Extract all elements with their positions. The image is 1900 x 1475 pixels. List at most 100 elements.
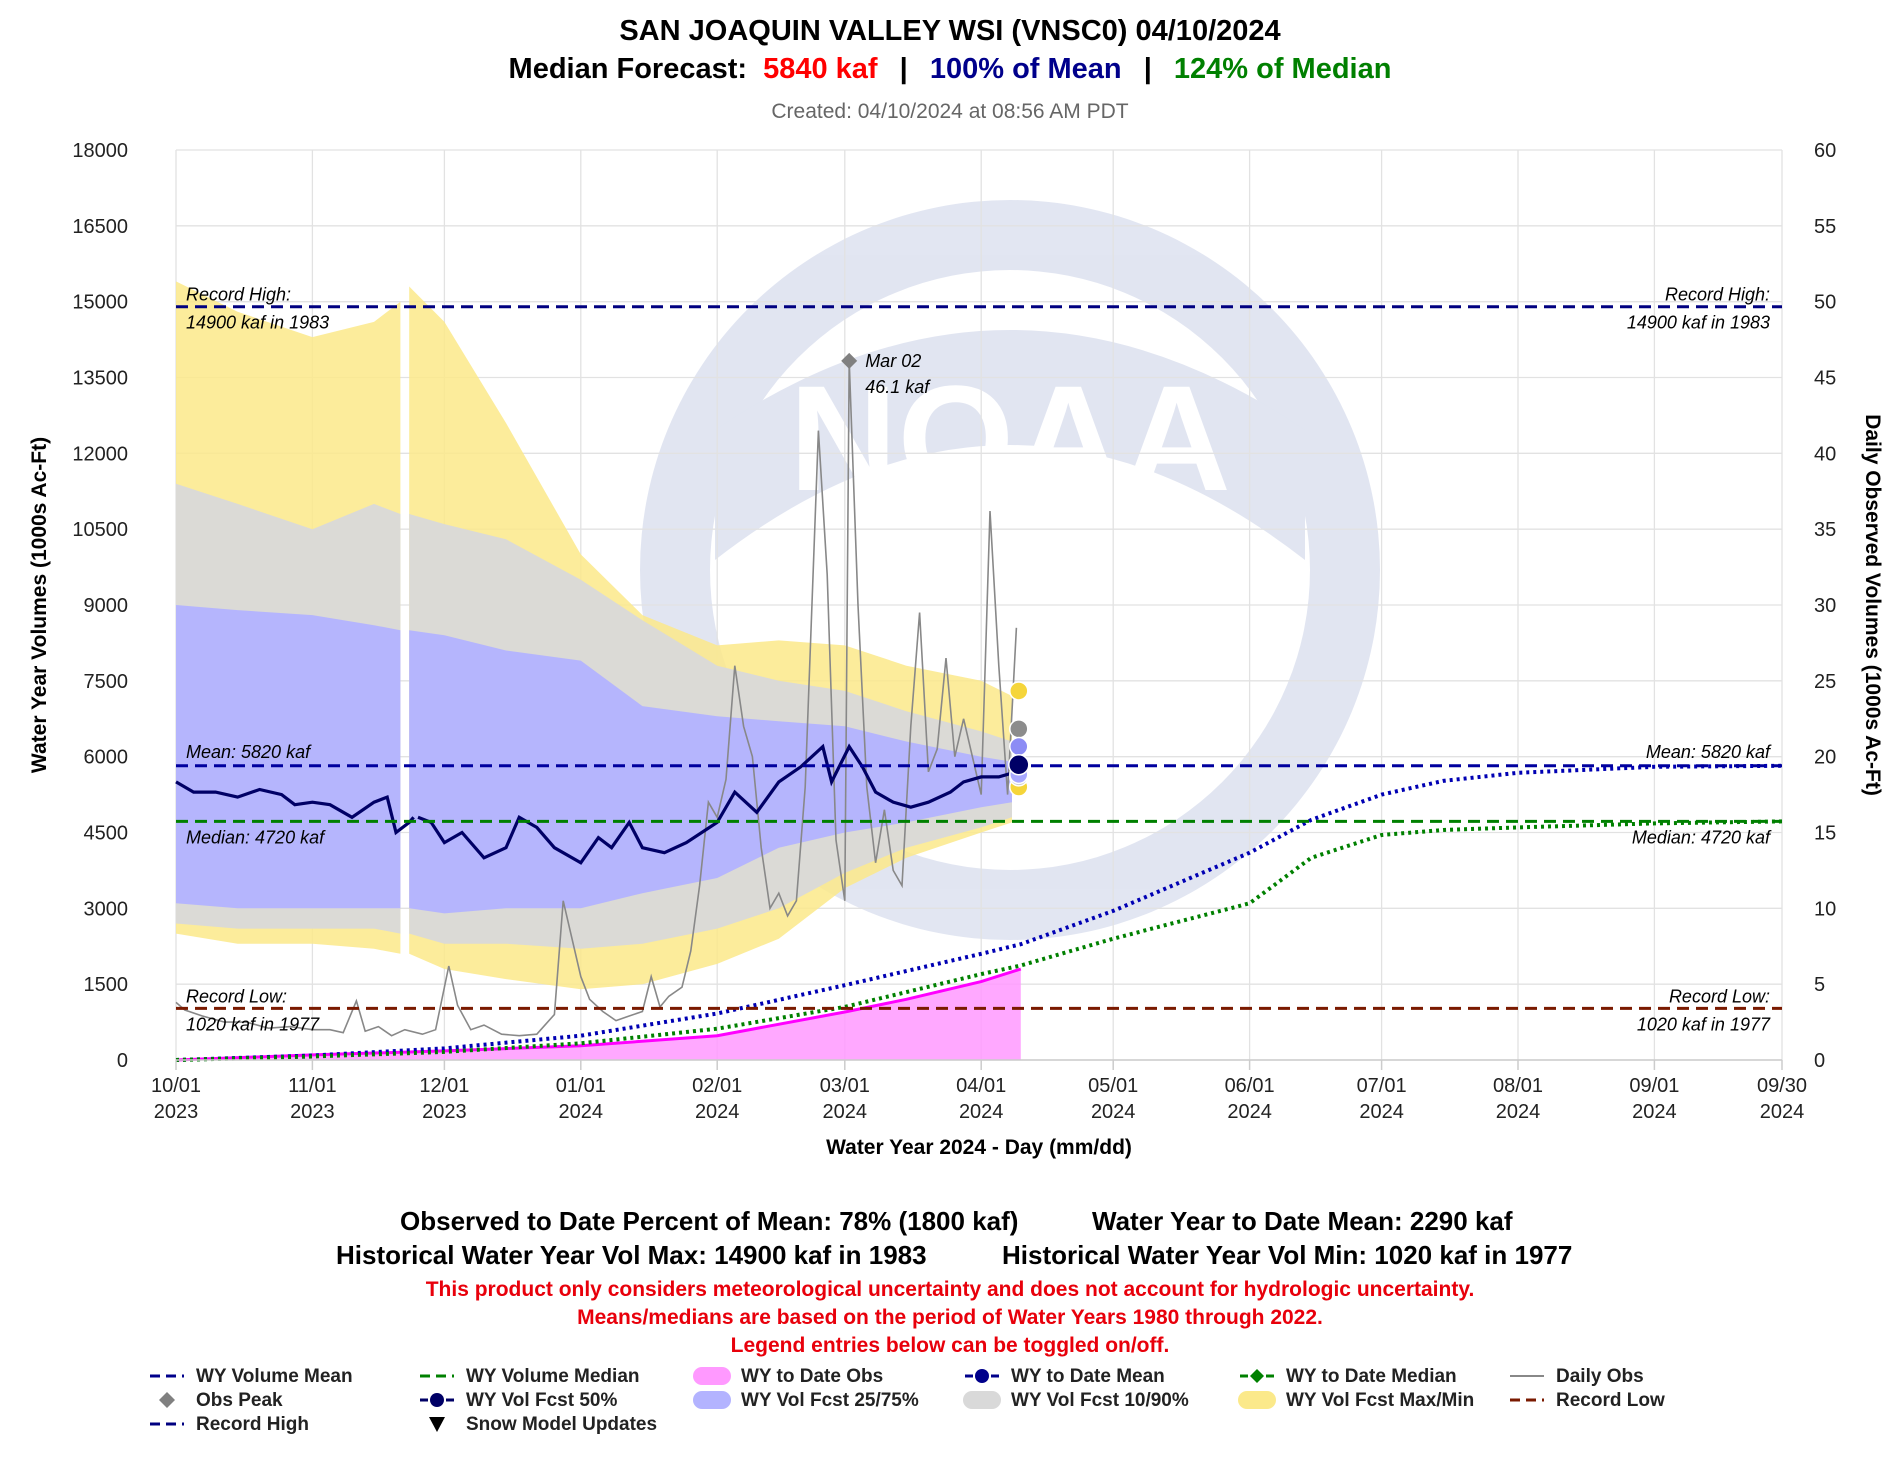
x-tick-year-label: 2023: [154, 1101, 199, 1123]
x-tick-year-label: 2024: [1496, 1101, 1541, 1123]
x-tick-label: 06/01: [1225, 1075, 1275, 1097]
y-tick-label: 6000: [84, 747, 129, 769]
note-uncertainty: This product only considers meteorologic…: [426, 1278, 1475, 1301]
forecast-marker-max: [1009, 681, 1029, 701]
x-tick-label: 09/30: [1757, 1075, 1807, 1097]
legend-symbol-dot: [975, 1369, 989, 1383]
note-period: Means/medians are based on the period of…: [577, 1306, 1323, 1329]
plot-area: [175, 149, 1783, 1062]
legend-item-record-high[interactable]: Record High: [150, 1414, 309, 1435]
y-tick-label: 3000: [84, 898, 129, 920]
label-record-low: Record Low:: [186, 986, 287, 1006]
band-25-75: [409, 630, 1012, 914]
y2-tick-label: 35: [1814, 519, 1836, 541]
x-tick-label: 01/01: [556, 1075, 606, 1097]
legend-label: WY Vol Fcst 10/90%: [1011, 1390, 1189, 1411]
x-tick-label: 03/01: [820, 1075, 870, 1097]
legend-label: WY to Date Mean: [1011, 1366, 1165, 1387]
y-tick-label: 13500: [72, 368, 128, 390]
subtitle-sep-2: |: [1144, 53, 1152, 85]
legend-symbol-diamond: [1250, 1369, 1264, 1383]
x-axis-title: Water Year 2024 - Day (mm/dd): [826, 1136, 1132, 1159]
line-wy-to-date-mean: [175, 763, 1783, 1062]
label-mean-right: Mean: 5820 kaf: [1646, 742, 1772, 762]
legend-item-record-low[interactable]: Record Low: [1510, 1390, 1665, 1411]
y-tick-label: 7500: [84, 671, 129, 693]
x-tick-label: 05/01: [1088, 1075, 1138, 1097]
y2-axis-title: Daily Observed Volumes (1000s Ac-Ft): [1861, 414, 1884, 796]
y2-tick-label: 60: [1814, 140, 1836, 162]
legend-item-wy-vol-fcst-max-min[interactable]: WY Vol Fcst Max/Min: [1238, 1390, 1474, 1411]
line-wy-vol-fcst-50: [417, 743, 1017, 865]
area-wy-to-date-obs: [176, 969, 1021, 1060]
legend-label: Snow Model Updates: [466, 1414, 657, 1435]
y-tick-label: 12000: [72, 443, 128, 465]
label-record-low-detail: 1020 kaf in 1977: [186, 1014, 320, 1034]
label-record-low-right: Record Low:: [1669, 986, 1770, 1006]
label-median-right: Median: 4720 kaf: [1632, 827, 1772, 847]
legend-symbol-swatch: [963, 1391, 1001, 1409]
chart-subtitle: Median Forecast: 5840 kaf | 100% of Mean…: [509, 53, 1392, 85]
subtitle-sep-1: |: [900, 53, 908, 85]
y2-tick-label: 55: [1814, 216, 1836, 238]
legend-item-wy-to-date-obs[interactable]: WY to Date Obs: [693, 1366, 883, 1387]
forecast-marker-50pct: [1008, 754, 1030, 776]
forecast-marker-90pct: [1009, 719, 1029, 739]
legend-item-wy-volume-median[interactable]: WY Volume Median: [420, 1366, 640, 1387]
x-tick-label: 10/01: [151, 1075, 201, 1097]
x-tick-label: 08/01: [1493, 1075, 1543, 1097]
axes: 0150030004500600075009000105001200013500…: [28, 140, 1884, 1159]
y2-tick-label: 45: [1814, 368, 1836, 390]
y-tick-label: 0: [117, 1050, 128, 1072]
label-mean: Mean: 5820 kaf: [186, 742, 312, 762]
label-record-high-detail: 14900 kaf in 1983: [186, 313, 329, 333]
legend-label: WY Vol Fcst 25/75%: [741, 1390, 919, 1411]
legend-label: Daily Obs: [1556, 1366, 1644, 1387]
legend-item-wy-to-date-mean[interactable]: WY to Date Mean: [965, 1366, 1165, 1387]
legend-item-wy-to-date-median[interactable]: WY to Date Median: [1240, 1366, 1457, 1387]
note-toggle: Legend entries below can be toggled on/o…: [731, 1334, 1170, 1357]
legend-item-obs-peak[interactable]: Obs Peak: [159, 1390, 283, 1411]
y-tick-label: 15000: [72, 292, 128, 314]
x-tick-label: 07/01: [1357, 1075, 1407, 1097]
created-timestamp: Created: 04/10/2024 at 08:56 AM PDT: [771, 100, 1128, 123]
subtitle-median: 124% of Median: [1174, 53, 1392, 85]
legend-item-wy-vol-fcst-25-75-[interactable]: WY Vol Fcst 25/75%: [693, 1390, 919, 1411]
x-tick-label: 11/01: [288, 1075, 337, 1097]
x-tick-label: 02/01: [692, 1075, 742, 1097]
x-tick-year-label: 2024: [1359, 1101, 1404, 1123]
y-tick-label: 10500: [72, 519, 128, 541]
y2-tick-label: 20: [1814, 747, 1836, 769]
line-daily-obs: [175, 360, 1018, 1037]
obs-peak-value-label: 46.1 kaf: [865, 377, 931, 397]
label-record-high: Record High:: [186, 285, 291, 305]
legend-item-daily-obs[interactable]: Daily Obs: [1510, 1366, 1644, 1387]
chart-title: SAN JOAQUIN VALLEY WSI (VNSC0) 04/10/202…: [619, 15, 1280, 47]
summary-pct-mean: Observed to Date Percent of Mean: 78% (1…: [400, 1206, 1018, 1236]
label-median: Median: 4720 kaf: [186, 827, 326, 847]
obs-peak-marker: [841, 352, 858, 369]
legend-label: WY Vol Fcst 50%: [466, 1390, 617, 1411]
subtitle-forecast: 5840 kaf: [763, 53, 878, 85]
label-record-low-detail-right: 1020 kaf in 1977: [1637, 1014, 1771, 1034]
x-tick-label: 04/01: [956, 1075, 1006, 1097]
x-tick-year-label: 2023: [422, 1101, 467, 1123]
subtitle-prefix: Median Forecast:: [509, 53, 748, 85]
legend-label: Record High: [196, 1414, 309, 1435]
y2-tick-label: 25: [1814, 671, 1836, 693]
x-tick-year-label: 2024: [1760, 1101, 1805, 1123]
x-tick-year-label: 2024: [1227, 1101, 1272, 1123]
subtitle-mean: 100% of Mean: [930, 53, 1122, 85]
watermark-logo-text: NOAA: [789, 354, 1231, 522]
legend-item-wy-vol-fcst-10-90-[interactable]: WY Vol Fcst 10/90%: [963, 1390, 1189, 1411]
x-tick-year-label: 2023: [290, 1101, 335, 1123]
y2-tick-label: 30: [1814, 595, 1836, 617]
y2-tick-label: 10: [1814, 898, 1836, 920]
legend-label: WY Volume Median: [466, 1366, 640, 1387]
legend-item-wy-volume-mean[interactable]: WY Volume Mean: [150, 1366, 353, 1387]
legend-item-wy-vol-fcst-50-[interactable]: WY Vol Fcst 50%: [420, 1390, 617, 1411]
y2-tick-label: 5: [1814, 974, 1825, 996]
legend-item-snow-model-updates[interactable]: Snow Model Updates: [429, 1414, 657, 1435]
